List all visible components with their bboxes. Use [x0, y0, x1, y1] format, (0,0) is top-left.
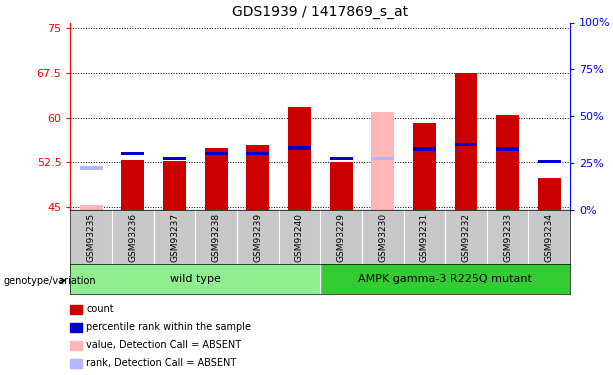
- Bar: [413, 123, 436, 210]
- Text: GSM93237: GSM93237: [170, 213, 179, 262]
- Bar: [205, 147, 227, 210]
- Text: GSM93230: GSM93230: [378, 213, 387, 262]
- Text: AMPK gamma-3 R225Q mutant: AMPK gamma-3 R225Q mutant: [358, 274, 532, 284]
- Text: GSM93236: GSM93236: [129, 213, 137, 262]
- Bar: [371, 157, 394, 160]
- Title: GDS1939 / 1417869_s_at: GDS1939 / 1417869_s_at: [232, 5, 408, 19]
- Text: GSM93239: GSM93239: [253, 213, 262, 262]
- Bar: [205, 152, 227, 155]
- Bar: [538, 178, 561, 210]
- Text: GSM93235: GSM93235: [87, 213, 96, 262]
- Text: GSM93231: GSM93231: [420, 213, 429, 262]
- Bar: [163, 157, 186, 160]
- Bar: [288, 107, 311, 210]
- Text: GSM93240: GSM93240: [295, 213, 304, 262]
- Text: GSM93229: GSM93229: [337, 213, 346, 262]
- Bar: [246, 152, 269, 155]
- Bar: [496, 147, 519, 151]
- Text: GSM93238: GSM93238: [211, 213, 221, 262]
- Bar: [321, 264, 570, 294]
- Text: genotype/variation: genotype/variation: [3, 276, 96, 285]
- Text: value, Detection Call = ABSENT: value, Detection Call = ABSENT: [86, 340, 242, 350]
- Bar: [163, 161, 186, 210]
- Text: rank, Detection Call = ABSENT: rank, Detection Call = ABSENT: [86, 358, 237, 368]
- Bar: [455, 73, 478, 210]
- Bar: [121, 152, 145, 155]
- Bar: [246, 144, 269, 210]
- Bar: [413, 147, 436, 151]
- Text: wild type: wild type: [170, 274, 221, 284]
- Bar: [455, 143, 478, 146]
- Bar: [80, 205, 103, 210]
- Text: percentile rank within the sample: percentile rank within the sample: [86, 322, 251, 332]
- Bar: [496, 115, 519, 210]
- Bar: [330, 162, 352, 210]
- Text: GSM93233: GSM93233: [503, 213, 512, 262]
- Bar: [330, 157, 352, 160]
- Bar: [371, 112, 394, 210]
- Bar: [70, 264, 321, 294]
- Text: GSM93234: GSM93234: [545, 213, 554, 262]
- Bar: [538, 160, 561, 163]
- Bar: [80, 166, 103, 170]
- Text: GSM93232: GSM93232: [462, 213, 471, 262]
- Bar: [288, 146, 311, 150]
- Text: count: count: [86, 304, 114, 314]
- Bar: [121, 160, 145, 210]
